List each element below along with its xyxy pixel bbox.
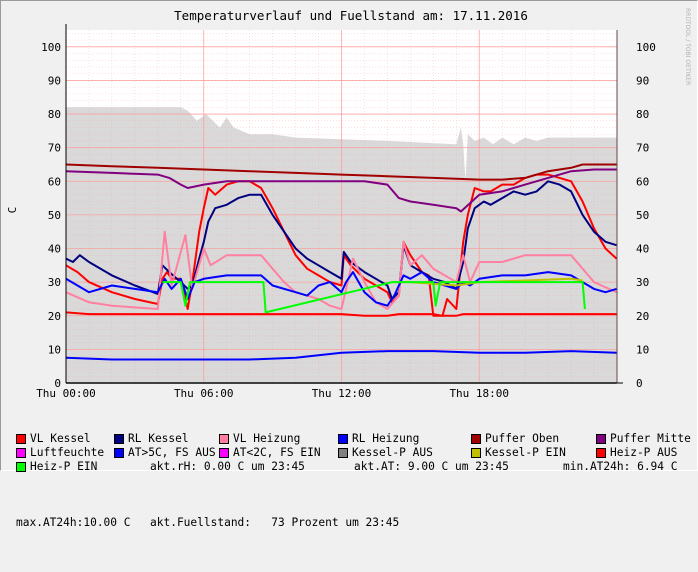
legend-swatch [471,448,481,458]
legend-label: VL Heizung [233,432,301,445]
y-tick-label-left: 0 [54,377,61,390]
chart: Temperaturverlauf und Fuellstand am: 17.… [6,8,691,400]
y-tick-label-left: 90 [48,74,61,87]
legend-swatch [16,434,26,444]
series-line-rl-heizung [65,271,617,307]
y-tick-label-left: 40 [48,243,61,256]
x-tick-label: Thu 18:00 [449,387,509,400]
info-row-2: max.AT24h:10.00 C akt.Fuellstand: 73 Pro… [16,516,696,530]
series-line-puffer-oben [65,163,617,181]
series-line-heiz-p-ein [162,281,586,314]
info-at: akt.AT: 9.00 C um 23:45 [354,460,509,473]
legend-label: RL Heizung [352,432,420,445]
y-tick-label-left: 60 [48,175,61,188]
legend-label: Puffer Oben [485,432,560,445]
y-tick-label-right: 60 [636,175,649,188]
legend-swatch [596,434,606,444]
y-tick-label-right: 30 [636,276,649,289]
legend-swatch [219,448,229,458]
x-tick-label: Thu 06:00 [174,387,234,400]
legend-label: Kessel-P AUS [352,446,433,459]
legend-swatch [338,448,348,458]
watermark: RRDTOOL / TOBI OETIKER [684,8,691,85]
legend-swatch [16,448,26,458]
legend-swatch [338,434,348,444]
legend-label: AT>5C, FS AUS [128,446,216,459]
legend-label: RL Kessel [128,432,189,445]
legend-label: AT<2C, FS EIN [233,446,321,459]
legend-swatch [471,434,481,444]
info-fuellstand: akt.Fuellstand: 73 Prozent um 23:45 [150,516,400,529]
y-tick-label-right: 50 [636,209,649,222]
y-tick-label-right: 10 [636,343,649,356]
series-line-heiz-p-aus [65,311,617,317]
y-tick-label-left: 70 [48,142,61,155]
y-tick-label-right: 40 [636,243,649,256]
y-tick-label-right: 0 [636,377,643,390]
series-line-akt-at [65,350,617,361]
legend-swatch [219,434,229,444]
legend-row: Luftfeuchte AT>5C, FS AUS AT<2C, FS EIN Kes… [16,446,696,460]
y-axis-label: C [6,207,19,214]
series-line-puffer-mitte [65,168,617,213]
y-tick-label-left: 100 [41,41,61,54]
legend-label: Heiz-P AUS [610,446,678,459]
legend-row: Heiz-P EIN akt.rH: 0.00 C um 23:45 akt.AT:… [16,460,696,474]
y-tick-label-left: 20 [48,310,61,323]
y-tick-label-right: 20 [636,310,649,323]
x-tick-label: Thu 12:00 [312,387,372,400]
y-tick-label-right: 70 [636,142,649,155]
y-tick-label-right: 80 [636,108,649,121]
info-min-at24h: min.AT24h: 6.94 C [563,460,678,473]
legend-label: VL Kessel [30,432,91,445]
legend-row: VL Kessel RL Kessel VL Heizung RL Heizung Pu… [16,432,696,446]
legend-label: Kessel-P EIN [485,446,566,459]
series-line-vl-kessel [65,173,618,317]
y-tick-label-left: 10 [48,343,61,356]
legend-swatch [114,434,124,444]
info-rh: akt.rH: 0.00 C um 23:45 [150,460,305,473]
y-tick-label-right: 100 [636,41,656,54]
legend-label: Heiz-P EIN [30,460,98,473]
chart-title: Temperaturverlauf und Fuellstand am: 17.… [174,8,528,23]
x-tick-label: Thu 00:00 [36,387,96,400]
legend-swatch [596,448,606,458]
legend: VL Kessel RL Kessel VL Heizung RL Heizung Pu… [16,404,696,544]
y-tick-label-left: 30 [48,276,61,289]
info-max-at24h: max.AT24h:10.00 C [16,516,131,529]
y-tick-label-left: 50 [48,209,61,222]
legend-swatch [114,448,124,458]
y-tick-label-left: 80 [48,108,61,121]
legend-label: Luftfeuchte [30,446,105,459]
legend-label: Puffer Mitte [610,432,691,445]
y-tick-label-right: 90 [636,74,649,87]
